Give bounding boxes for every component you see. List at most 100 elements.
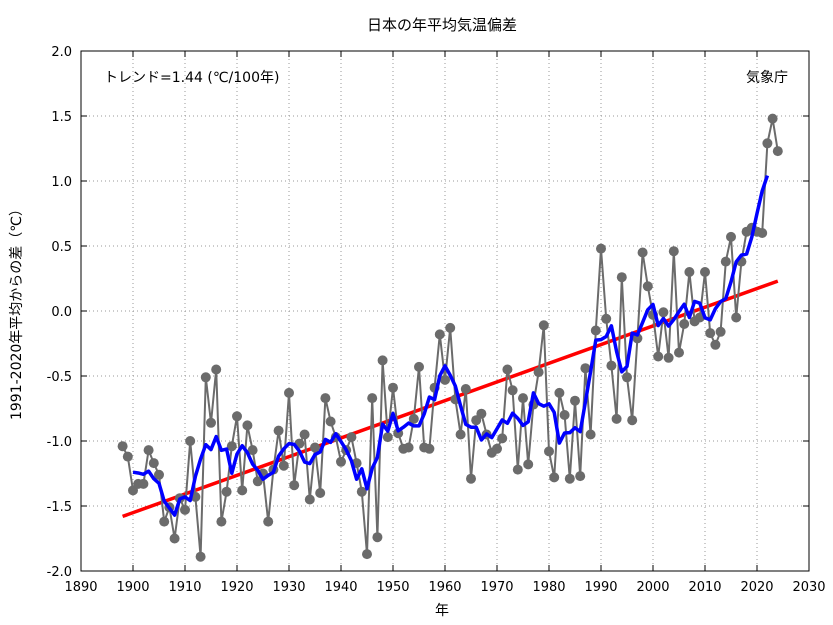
annual-point: [616, 272, 627, 283]
annual-point: [325, 416, 336, 427]
annual-point: [533, 367, 544, 378]
annual-point: [606, 360, 617, 371]
annual-point: [460, 384, 471, 394]
annual-point: [731, 312, 742, 323]
annual-point: [440, 374, 450, 385]
annual-point: [580, 363, 591, 374]
y-tick-label: 0.0: [51, 305, 72, 320]
annual-point: [596, 243, 606, 254]
annual-point: [403, 442, 414, 453]
annual-point: [502, 364, 513, 375]
y-tick-label: 1.5: [51, 110, 72, 125]
annual-point: [372, 532, 383, 543]
annual-point: [362, 549, 372, 560]
y-tick-label: 0.5: [51, 240, 72, 255]
x-tick-label: 1980: [532, 580, 565, 595]
annual-point: [549, 472, 560, 483]
annual-point: [679, 319, 690, 329]
x-tick-label: 1970: [480, 580, 513, 595]
annual-point: [195, 551, 206, 562]
annual-point: [237, 485, 248, 496]
annual-point: [767, 113, 778, 124]
annual-point: [575, 471, 586, 482]
annual-point: [434, 329, 445, 340]
source-label: 気象庁: [746, 70, 788, 86]
annual-point: [263, 516, 274, 527]
annual-point: [304, 494, 315, 505]
annual-point: [122, 451, 133, 462]
annual-point: [726, 231, 736, 242]
annual-series: [117, 113, 783, 562]
x-tick-label: 1920: [220, 580, 253, 595]
x-tick-label: 1900: [116, 580, 149, 595]
annual-point: [278, 460, 289, 471]
annual-point: [684, 267, 695, 277]
x-tick-label: 1960: [428, 580, 461, 595]
annual-point: [590, 325, 601, 336]
annual-point: [346, 432, 357, 443]
trend-segment: [122, 279, 779, 519]
annual-point: [367, 393, 378, 404]
annual-point: [700, 267, 710, 277]
annual-point: [200, 372, 211, 383]
annual-point: [315, 488, 326, 498]
running-mean-line: [132, 174, 770, 517]
annual-point: [658, 307, 669, 318]
annual-point: [512, 464, 523, 475]
annual-point: [611, 413, 622, 424]
annual-point: [247, 445, 258, 456]
annual-point: [497, 433, 508, 444]
annual-point: [445, 322, 456, 333]
trend-annotation: トレンド=1.44 (℃/100年): [104, 70, 279, 86]
annual-point: [674, 347, 684, 358]
annual-point: [252, 476, 263, 487]
annual-point: [601, 313, 612, 324]
axis-ticks: 1890 1900 1910 1920 1930 1940 1950 1960 1970 1980…: [47, 45, 826, 595]
annual-point: [668, 246, 679, 257]
annual-point: [705, 328, 716, 339]
annual-point: [476, 408, 487, 419]
annual-point: [554, 387, 565, 398]
annual-point: [492, 443, 502, 454]
annual-point: [159, 516, 170, 527]
y-tick-label: 2.0: [51, 45, 72, 60]
x-tick-label: 1990: [584, 580, 617, 595]
chart-title: 日本の年平均気温偏差: [367, 16, 517, 34]
annual-point: [216, 516, 227, 527]
x-tick-label: 2010: [688, 580, 721, 595]
x-tick-label: 1950: [376, 580, 409, 595]
annual-point: [622, 372, 632, 383]
annual-point: [424, 443, 435, 454]
annual-point: [336, 456, 346, 467]
annual-point: [642, 281, 653, 292]
annual-point: [382, 432, 393, 443]
annual-point: [762, 138, 773, 149]
annual-point: [356, 486, 367, 497]
annual-line: [121, 118, 779, 557]
x-tick-label: 1940: [324, 580, 357, 595]
annual-point: [232, 411, 242, 422]
annual-point: [663, 352, 674, 363]
y-tick-label: -1.5: [47, 500, 72, 515]
annual-point: [507, 385, 518, 396]
x-tick-label: 1890: [64, 580, 97, 595]
annual-point: [653, 351, 664, 362]
annual-point: [559, 410, 570, 420]
annual-point: [585, 429, 596, 440]
annual-point: [138, 478, 149, 489]
annual-point: [518, 393, 528, 404]
y-axis-label: 1991-2020年平均からの差（℃）: [9, 202, 25, 420]
annual-point: [242, 420, 253, 431]
annual-point: [284, 387, 294, 398]
annual-point: [143, 445, 154, 456]
annual-point: [757, 228, 768, 238]
annual-point: [185, 436, 196, 446]
y-tick-label: -1.0: [47, 435, 72, 450]
annual-point: [320, 393, 331, 404]
annual-point: [221, 486, 232, 497]
x-tick-label: 2030: [792, 580, 825, 595]
annual-point: [627, 415, 638, 426]
annual-point: [310, 442, 320, 453]
x-tick-label: 1910: [168, 580, 201, 595]
